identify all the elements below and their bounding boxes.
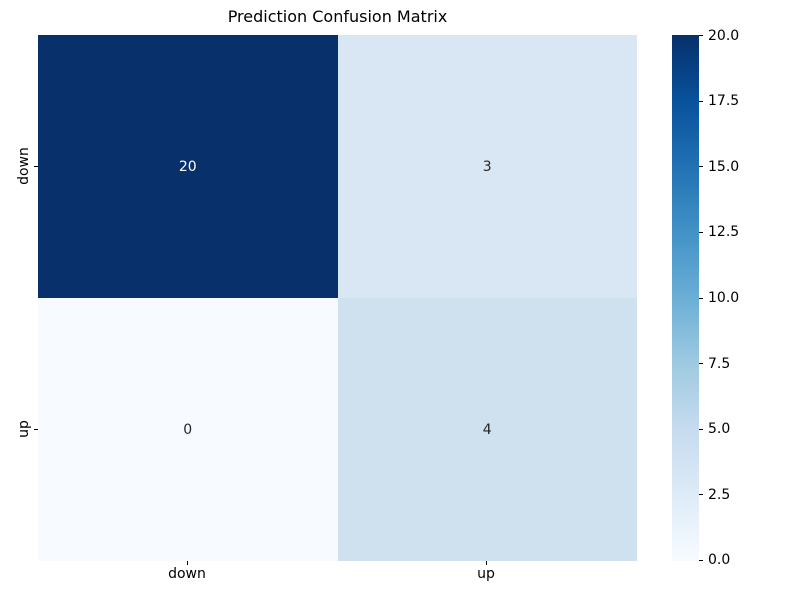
colorbar-tick-label: 20.0 [708,28,740,44]
y-tick-mark-down [34,166,38,167]
chart-title: Prediction Confusion Matrix [227,7,448,26]
colorbar-gradient [672,35,699,561]
colorbar-tick-mark [699,494,703,495]
heatmap: 20 3 0 4 [38,35,637,561]
colorbar-tick-mark [699,101,703,102]
colorbar-tick-mark [699,560,703,561]
colorbar-tick-label: 17.5 [708,93,740,109]
colorbar-tick-label: 5.0 [708,421,731,437]
colorbar-tick-label: 10.0 [708,290,740,306]
cell-value: 4 [482,421,492,438]
colorbar-tick-mark [699,298,703,299]
colorbar-tick-mark [699,429,703,430]
y-tick-label-down: down [16,147,32,185]
colorbar-tick-label: 2.5 [708,487,731,503]
colorbar-tick-mark [699,232,703,233]
colorbar-tick-label: 7.5 [708,356,731,372]
y-tick-mark-up [34,429,38,430]
heatmap-cell-up-up: 4 [337,298,637,561]
colorbar-tick-mark [699,35,703,36]
x-tick-label-down: down [168,566,206,582]
colorbar-tick-label: 15.0 [708,159,740,175]
heatmap-cell-down-down: 20 [38,35,338,298]
colorbar-tick-mark [699,363,703,364]
x-tick-mark-down [187,561,188,565]
y-tick-label-up: up [16,420,32,438]
cell-value: 3 [482,158,492,175]
cell-value: 20 [178,158,197,175]
cell-value: 0 [183,421,193,438]
heatmap-cell-down-up: 3 [337,35,637,298]
colorbar-tick-label: 0.0 [708,552,731,568]
x-tick-mark-up [486,561,487,565]
heatmap-cell-up-down: 0 [38,298,338,561]
x-tick-label-up: up [477,566,495,582]
colorbar-tick-label: 12.5 [708,224,740,240]
colorbar-tick-mark [699,166,703,167]
